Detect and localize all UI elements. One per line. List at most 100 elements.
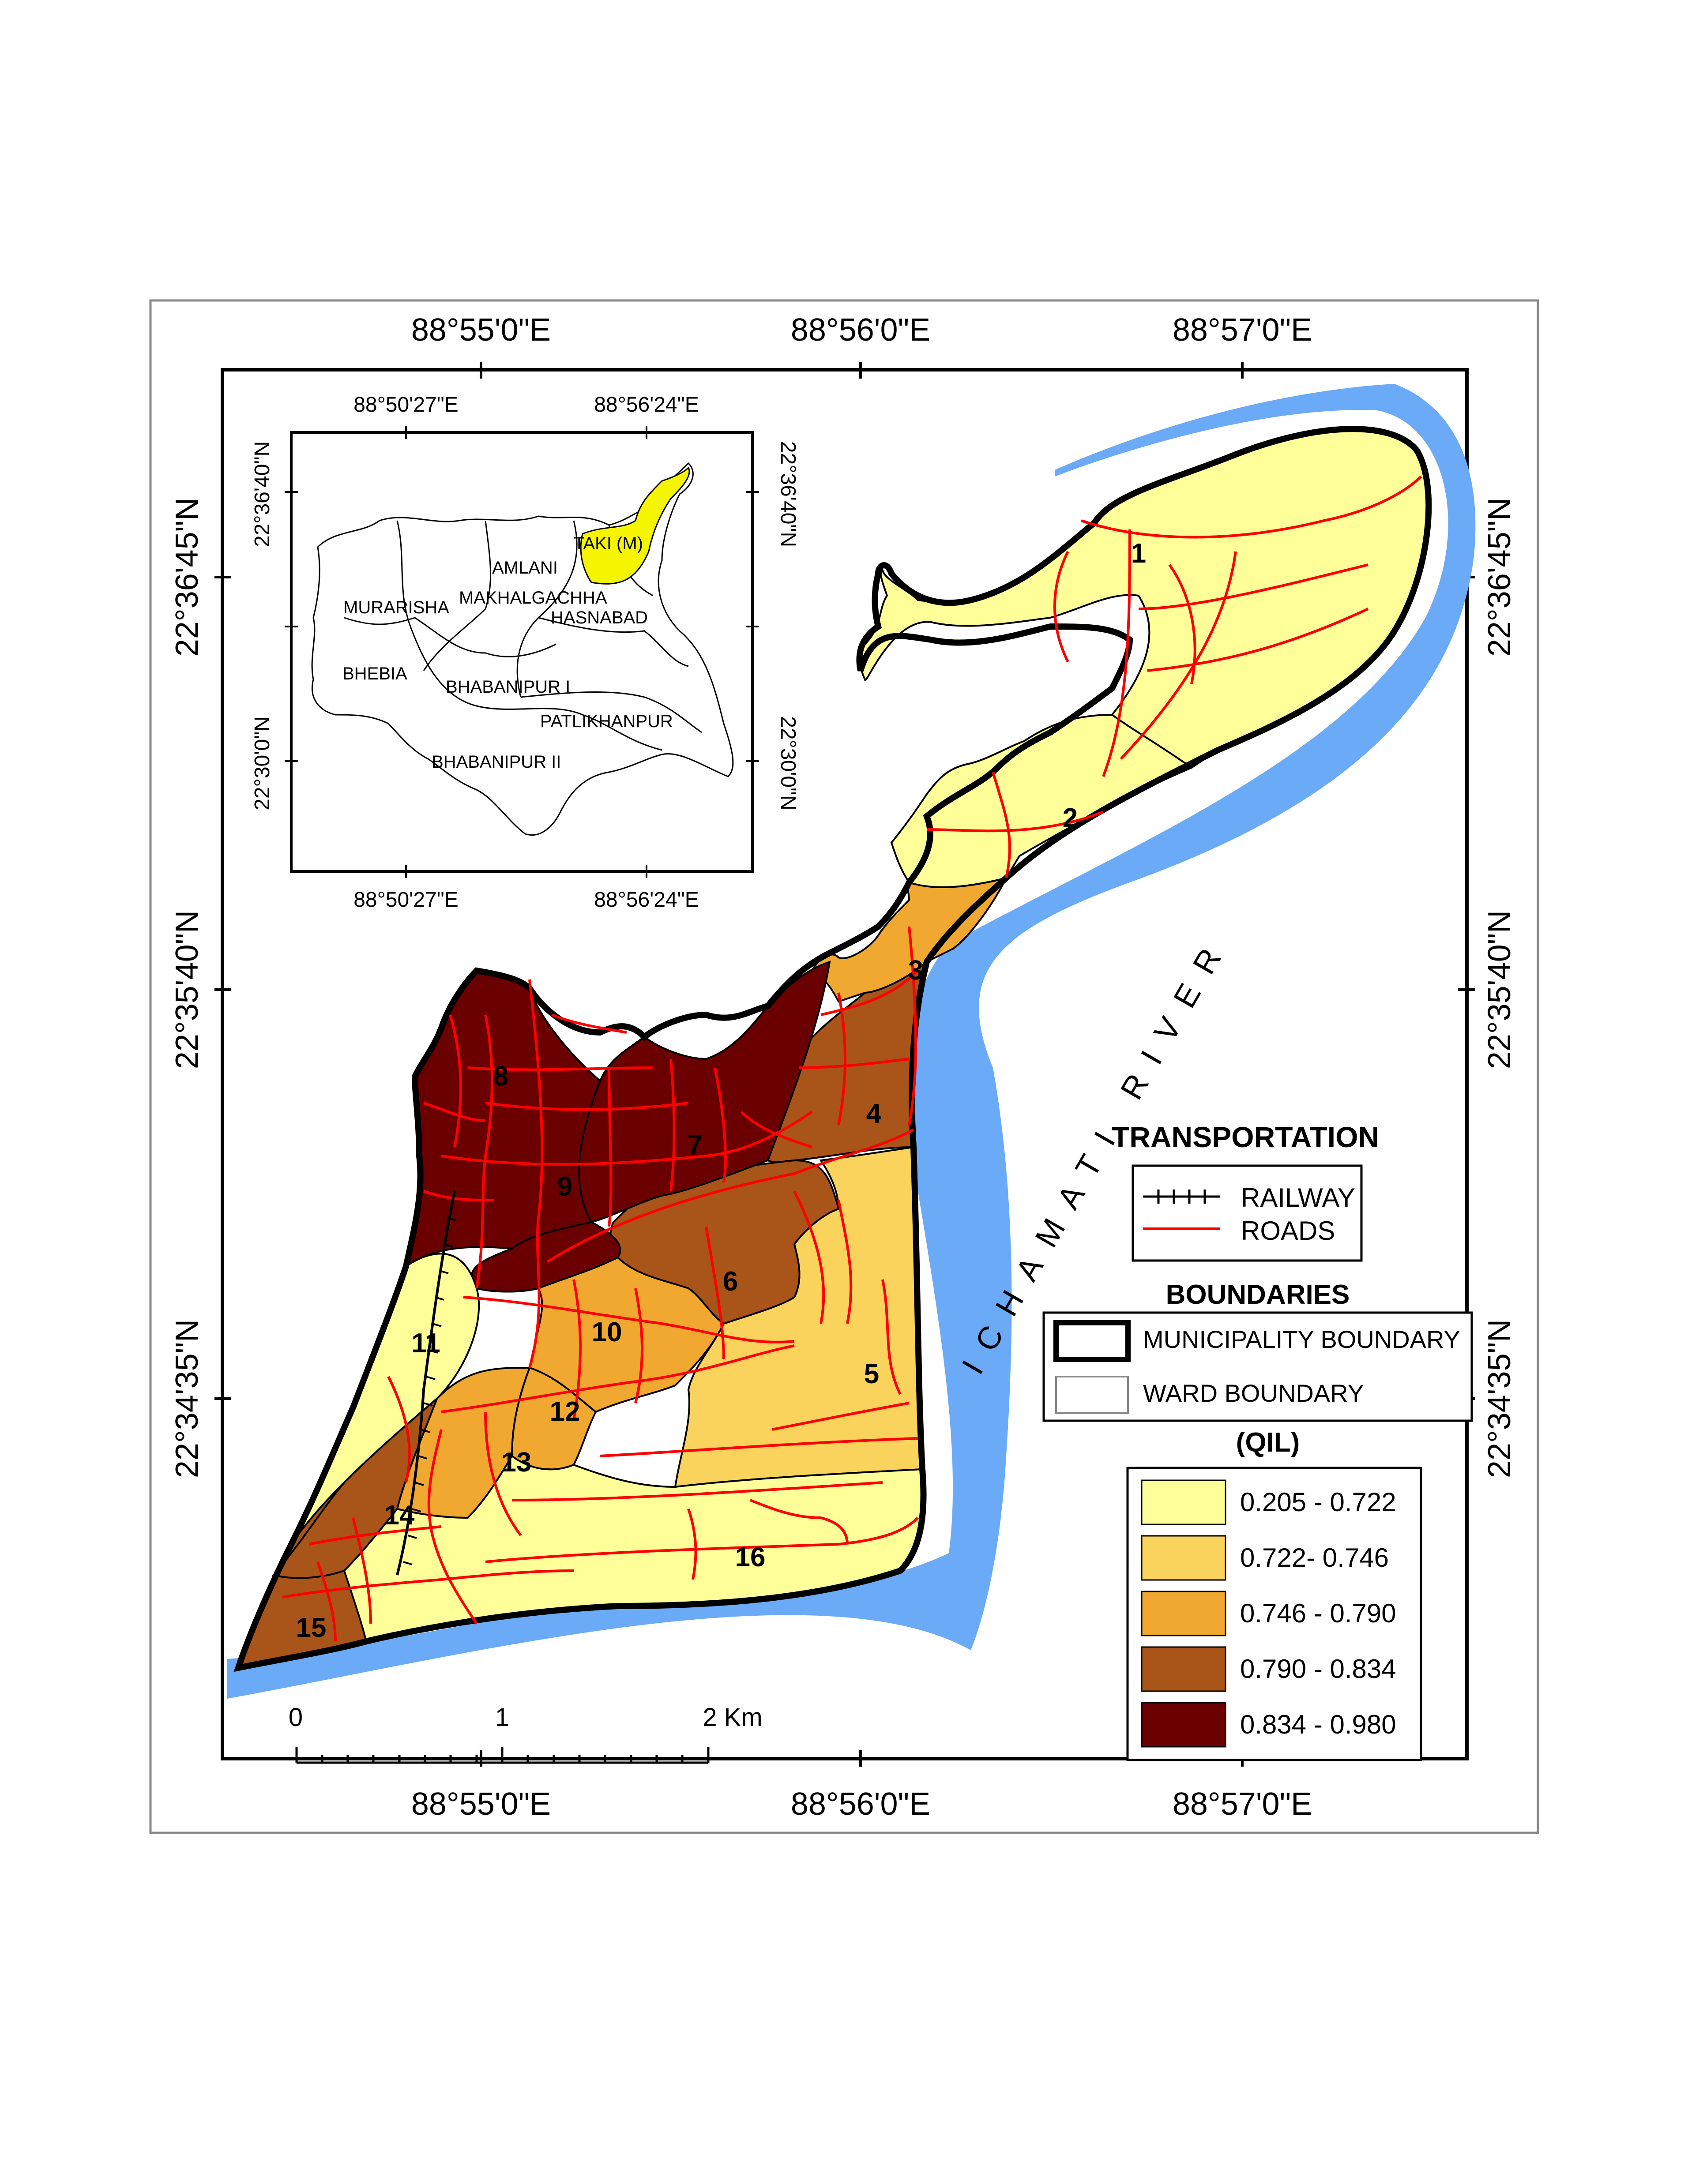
inset-lon-bottom-1: 88°50'27"E — [353, 888, 459, 912]
lon-bottom-3: 88°57'0"E — [1173, 1786, 1312, 1822]
ward-label-4: 4 — [866, 1099, 882, 1129]
railway-track — [396, 1191, 456, 1576]
road — [600, 1437, 918, 1457]
ward-9 — [470, 1221, 621, 1293]
road — [528, 979, 544, 1368]
road — [352, 1517, 372, 1624]
lat-right-1: 22°36'45"N — [1482, 498, 1517, 657]
place-murarisha: MURARISHA — [343, 598, 449, 617]
ward-label-3: 3 — [908, 955, 923, 986]
scale-label-1: 1 — [495, 1703, 509, 1732]
legend-qil-label: 0.746 - 0.790 — [1240, 1599, 1396, 1628]
inset-lat-left-2: 22°30'0"N — [251, 716, 274, 811]
road — [926, 811, 1104, 833]
legend-qil-label: 0.722- 0.746 — [1240, 1543, 1389, 1572]
road — [1102, 529, 1131, 777]
road — [992, 772, 1011, 878]
railway-ties — [403, 1217, 457, 1565]
legend-qil-swatch — [1141, 1479, 1226, 1525]
road — [837, 1200, 853, 1324]
ward-label-11: 11 — [411, 1328, 440, 1358]
legend-qil-label: 0.790 - 0.834 — [1240, 1654, 1396, 1684]
road — [546, 1128, 914, 1263]
inset-frame — [290, 431, 754, 873]
road — [485, 1102, 689, 1111]
road — [714, 1067, 727, 1183]
ward-labels: 1 2 3 4 5 6 7 8 9 10 11 12 13 14 15 16 — [296, 538, 1147, 1643]
lat-left-3: 22°34'35"N — [169, 1319, 205, 1478]
legend-qil-label: 0.205 - 0.722 — [1240, 1487, 1396, 1517]
legend-transport-title: TRANSPORTATION — [1112, 1121, 1379, 1153]
place-taki: TAKI (M) — [574, 534, 643, 553]
road — [282, 1569, 574, 1599]
place-makhalgachha: MAKHALGACHHA — [459, 588, 607, 608]
road — [427, 1429, 478, 1625]
road — [798, 1058, 910, 1069]
place-bhabanipur-i: BHABANIPUR I — [446, 677, 570, 697]
lon-top-3: 88°57'0"E — [1173, 312, 1312, 348]
inset-lon-top-2: 88°56'24"E — [594, 393, 699, 417]
road — [881, 1279, 902, 1395]
road — [449, 1014, 462, 1148]
legend-transport-box — [1132, 1164, 1363, 1262]
road-network — [282, 475, 1422, 1642]
scale-label-0: 0 — [289, 1703, 303, 1732]
railway-line — [396, 1191, 457, 1576]
road — [1081, 475, 1422, 539]
inset-ticks — [285, 426, 759, 878]
legend-boundaries-title: BOUNDARIES — [1166, 1280, 1350, 1310]
legend-qil-title: (QIL) — [1236, 1427, 1300, 1458]
road — [551, 1013, 627, 1034]
legend-ward-swatch — [1055, 1376, 1129, 1414]
road — [634, 1288, 643, 1403]
scale-line — [295, 1747, 710, 1764]
inset-lon-bottom-2: 88°56'24"E — [594, 888, 699, 912]
road — [608, 1067, 613, 1227]
lon-bottom-2: 88°56'0"E — [791, 1786, 930, 1822]
scale-bar: 0 1 2 Km — [289, 1703, 763, 1764]
road — [485, 1516, 919, 1563]
ward-label-13: 13 — [501, 1447, 532, 1478]
place-bhebia: BHEBIA — [342, 664, 407, 683]
road — [316, 1561, 337, 1642]
legend-qil-swatch — [1141, 1591, 1226, 1636]
road — [1147, 608, 1369, 672]
inset-outline — [311, 462, 734, 836]
legend-qil-swatch — [1141, 1535, 1226, 1581]
road — [572, 1279, 582, 1421]
inset-place-labels: AMLANI TAKI (M) MURARISHA MAKHALGACHHA H… — [342, 534, 673, 772]
legend-municipality-swatch — [1053, 1320, 1131, 1362]
inset-block-line — [538, 617, 689, 667]
lat-right-3: 22°34'35"N — [1482, 1319, 1517, 1478]
lon-top-2: 88°56'0"E — [791, 312, 930, 348]
inset-block-line — [344, 617, 486, 654]
lon-bottom-1: 88°55'0"E — [411, 1786, 551, 1822]
lat-left-1: 22°36'45"N — [169, 498, 205, 657]
legend-roads-label: ROADS — [1241, 1216, 1335, 1246]
ward-label-6: 6 — [723, 1266, 738, 1297]
inset-block-line — [485, 643, 556, 657]
road — [705, 1226, 725, 1359]
legend-municipality-label: MUNICIPALITY BOUNDARY — [1143, 1325, 1460, 1353]
road — [740, 1111, 812, 1148]
lat-right-2: 22°35'40"N — [1482, 910, 1517, 1069]
inset-lat-left-1: 22°36'40"N — [251, 441, 274, 547]
place-bhabanipur-ii: BHABANIPUR II — [432, 752, 561, 772]
place-amlani: AMLANI — [492, 558, 558, 578]
road — [308, 1525, 442, 1546]
inset-block-line — [396, 520, 662, 751]
inset-map: 88°50'27"E 88°56'24"E 88°50'27"E 88°56'2… — [251, 393, 800, 912]
road — [772, 1402, 910, 1431]
ward-label-12: 12 — [550, 1396, 580, 1427]
road — [423, 1190, 495, 1201]
inset-lat-right-1: 22°36'40"N — [776, 441, 800, 547]
municipality-boundary — [233, 426, 1432, 1672]
ward-label-5: 5 — [864, 1359, 879, 1389]
ward-label-7: 7 — [688, 1130, 703, 1160]
road — [1168, 564, 1196, 684]
inset-lon-top-1: 88°50'27"E — [353, 393, 459, 417]
ward-label-1: 1 — [1131, 538, 1146, 569]
ward-label-9: 9 — [557, 1171, 572, 1202]
ward-polygons — [237, 428, 1430, 1669]
